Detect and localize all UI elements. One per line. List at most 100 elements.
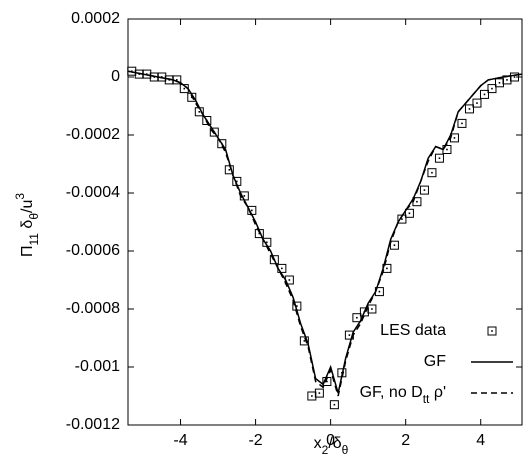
data-point bbox=[307, 391, 317, 401]
label-part: 2 bbox=[322, 443, 329, 457]
x-tick-label: -4 bbox=[173, 432, 187, 449]
marker-box bbox=[427, 168, 437, 178]
y-tick-label: 0 bbox=[111, 68, 120, 85]
y-tick-label: -0.0008 bbox=[66, 300, 120, 317]
marker-box bbox=[419, 185, 429, 195]
marker-dot bbox=[348, 334, 351, 336]
label-part: /u bbox=[19, 200, 36, 213]
marker-dot bbox=[243, 195, 246, 197]
data-point bbox=[427, 168, 437, 178]
label-part: 3 bbox=[13, 193, 27, 200]
marker-dot bbox=[378, 290, 381, 293]
marker-box bbox=[404, 208, 414, 218]
marker-dot bbox=[408, 212, 411, 215]
y-tick-label: -0.0002 bbox=[66, 126, 120, 143]
data-point bbox=[487, 84, 497, 94]
marker-dot bbox=[416, 200, 418, 203]
marker-dot bbox=[431, 171, 433, 174]
data-point bbox=[494, 78, 504, 88]
marker-dot bbox=[461, 122, 463, 125]
marker-box bbox=[202, 116, 212, 125]
marker-box bbox=[314, 388, 324, 398]
y-axis-label: Π11 δθ/u3 bbox=[13, 193, 41, 257]
legend-label: GF bbox=[424, 353, 446, 370]
data-point bbox=[329, 400, 339, 410]
marker-dot bbox=[326, 380, 328, 383]
marker-dot bbox=[228, 169, 231, 171]
marker-box bbox=[217, 139, 227, 149]
marker-dot bbox=[183, 87, 186, 90]
label-part: LES data bbox=[380, 322, 446, 339]
marker-box bbox=[329, 400, 339, 410]
y-tick-label: 0.0002 bbox=[71, 10, 120, 27]
marker-dot bbox=[483, 93, 486, 96]
marker-dot bbox=[401, 218, 403, 220]
label-part: δ bbox=[19, 220, 36, 233]
label-part: Π bbox=[19, 245, 36, 257]
marker-dot bbox=[423, 189, 426, 191]
data-line bbox=[127, 70, 523, 397]
marker-dot bbox=[303, 340, 306, 342]
label-part: ρ' bbox=[429, 384, 446, 401]
data-point bbox=[314, 388, 324, 398]
marker-dot bbox=[236, 180, 238, 183]
marker-dot bbox=[438, 157, 441, 159]
marker-dot bbox=[296, 305, 298, 307]
plot-frame bbox=[127, 18, 523, 426]
x-axis-label: x2/δθ bbox=[314, 435, 349, 457]
label-part: tt bbox=[423, 392, 430, 406]
marker-box bbox=[367, 304, 377, 314]
x-tick-label: 4 bbox=[476, 432, 485, 449]
marker-dot bbox=[446, 148, 448, 151]
marker-dot bbox=[468, 108, 471, 110]
marker-dot bbox=[491, 87, 493, 90]
marker-dot bbox=[281, 267, 283, 270]
marker-dot bbox=[491, 330, 493, 332]
y-tick-label: -0.0006 bbox=[66, 242, 120, 259]
marker-dot bbox=[498, 82, 501, 84]
label-part: θ bbox=[27, 213, 41, 220]
data-point bbox=[479, 89, 489, 99]
marker-dot bbox=[506, 79, 508, 81]
marker-box bbox=[479, 89, 489, 99]
data-point bbox=[299, 336, 309, 346]
marker-box bbox=[487, 326, 497, 336]
data-point bbox=[367, 304, 377, 314]
y-tick-label: -0.0004 bbox=[66, 184, 120, 201]
data-point bbox=[464, 104, 474, 114]
marker-box bbox=[269, 255, 279, 265]
x-tick-label: -2 bbox=[248, 432, 262, 449]
y-tick-label: -0.001 bbox=[75, 358, 120, 375]
legend-marker bbox=[487, 326, 497, 336]
y-tick-label: -0.0012 bbox=[66, 416, 120, 433]
label-part: x bbox=[314, 435, 322, 452]
x-tick-label: 2 bbox=[401, 432, 410, 449]
marker-box bbox=[464, 104, 474, 114]
marker-dot bbox=[251, 209, 253, 212]
data-point bbox=[457, 118, 467, 128]
marker-box bbox=[299, 336, 309, 346]
legend-label: LES data bbox=[380, 322, 446, 339]
marker-dot bbox=[198, 111, 201, 113]
marker-box bbox=[352, 313, 362, 323]
marker-box bbox=[472, 98, 482, 108]
marker-dot bbox=[333, 403, 336, 406]
label-part: /δ bbox=[328, 435, 341, 452]
data-point bbox=[419, 185, 429, 195]
marker-dot bbox=[476, 102, 478, 104]
data-point bbox=[389, 240, 399, 250]
marker-dot bbox=[356, 316, 358, 319]
marker-dot bbox=[453, 137, 456, 139]
marker-dot bbox=[513, 76, 516, 78]
data-point bbox=[434, 153, 444, 163]
marker-box bbox=[209, 127, 219, 137]
label-part: GF bbox=[424, 353, 446, 370]
marker-box bbox=[487, 84, 497, 94]
marker-dot bbox=[311, 395, 313, 397]
data-point bbox=[509, 72, 519, 82]
data-point bbox=[472, 98, 482, 108]
marker-box bbox=[434, 153, 444, 163]
label-part: GF, no D bbox=[360, 384, 423, 401]
data-point bbox=[352, 313, 362, 323]
